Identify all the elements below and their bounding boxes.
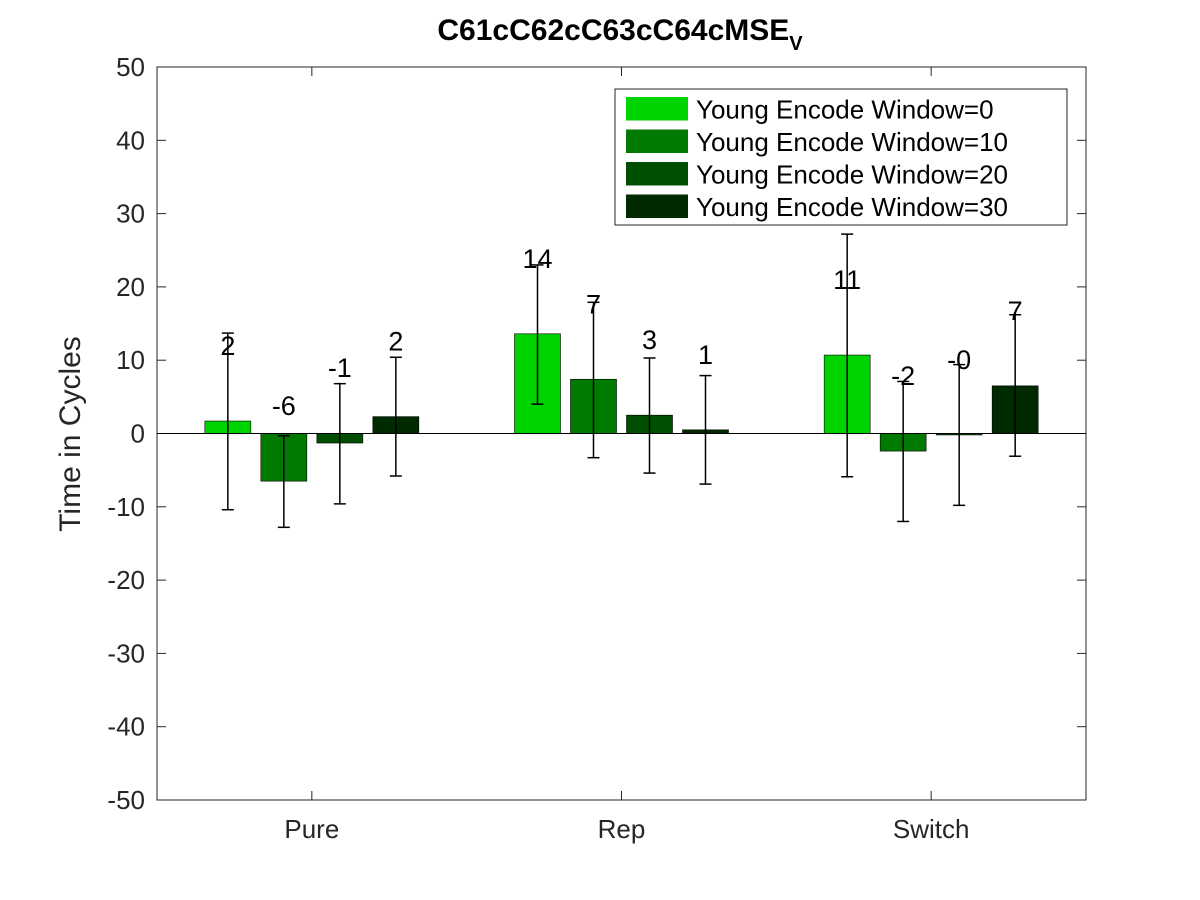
x-tick-label: Pure — [284, 814, 339, 844]
x-tick-label: Switch — [893, 814, 970, 844]
x-tick-label: Rep — [598, 814, 646, 844]
data-label: 7 — [586, 289, 601, 319]
y-tick-label: 50 — [116, 52, 145, 82]
y-tick-label: 10 — [116, 345, 145, 375]
legend-swatch — [626, 129, 688, 153]
legend-label: Young Encode Window=10 — [696, 127, 1008, 157]
chart-title-subscript: V — [789, 33, 803, 55]
legend-swatch — [626, 162, 688, 186]
legend-label: Young Encode Window=20 — [696, 160, 1008, 190]
data-label: 11 — [833, 265, 861, 295]
y-tick-label: -20 — [107, 565, 145, 595]
data-label: -6 — [272, 391, 296, 421]
y-tick-label: -50 — [107, 785, 145, 815]
y-tick-label: -40 — [107, 712, 145, 742]
legend-swatch — [626, 97, 688, 121]
legend-label: Young Encode Window=30 — [696, 192, 1008, 222]
data-label: -0 — [947, 345, 971, 375]
data-label: 3 — [642, 325, 657, 355]
plot-area: -50 -40 -30 -20 -10 0 10 20 30 40 50 Pure Rep Switch 2… — [107, 52, 1087, 844]
legend-label: Young Encode Window=0 — [696, 95, 994, 125]
y-tick-label: -30 — [107, 638, 145, 668]
y-tick-label: -10 — [107, 492, 145, 522]
data-label: -1 — [328, 353, 352, 383]
data-label: -2 — [891, 361, 915, 391]
chart-title: C61cC62cC63cC64cMSEV — [437, 14, 803, 55]
y-tick-label: 0 — [131, 419, 145, 449]
data-label: 2 — [220, 331, 235, 361]
legend-box — [614, 88, 1068, 226]
data-label: 1 — [698, 340, 713, 370]
y-tick-label: 30 — [116, 199, 145, 229]
data-label: 14 — [522, 244, 552, 274]
y-axis-label: Time in Cycles — [54, 336, 87, 532]
y-tick-label: 20 — [116, 272, 145, 302]
chart-title-main: C61cC62cC63cC64cMSE — [437, 14, 789, 47]
y-tick-label: 40 — [116, 125, 145, 155]
legend-swatch — [626, 194, 688, 218]
data-label: 7 — [1008, 296, 1023, 326]
data-label: 2 — [388, 327, 403, 357]
